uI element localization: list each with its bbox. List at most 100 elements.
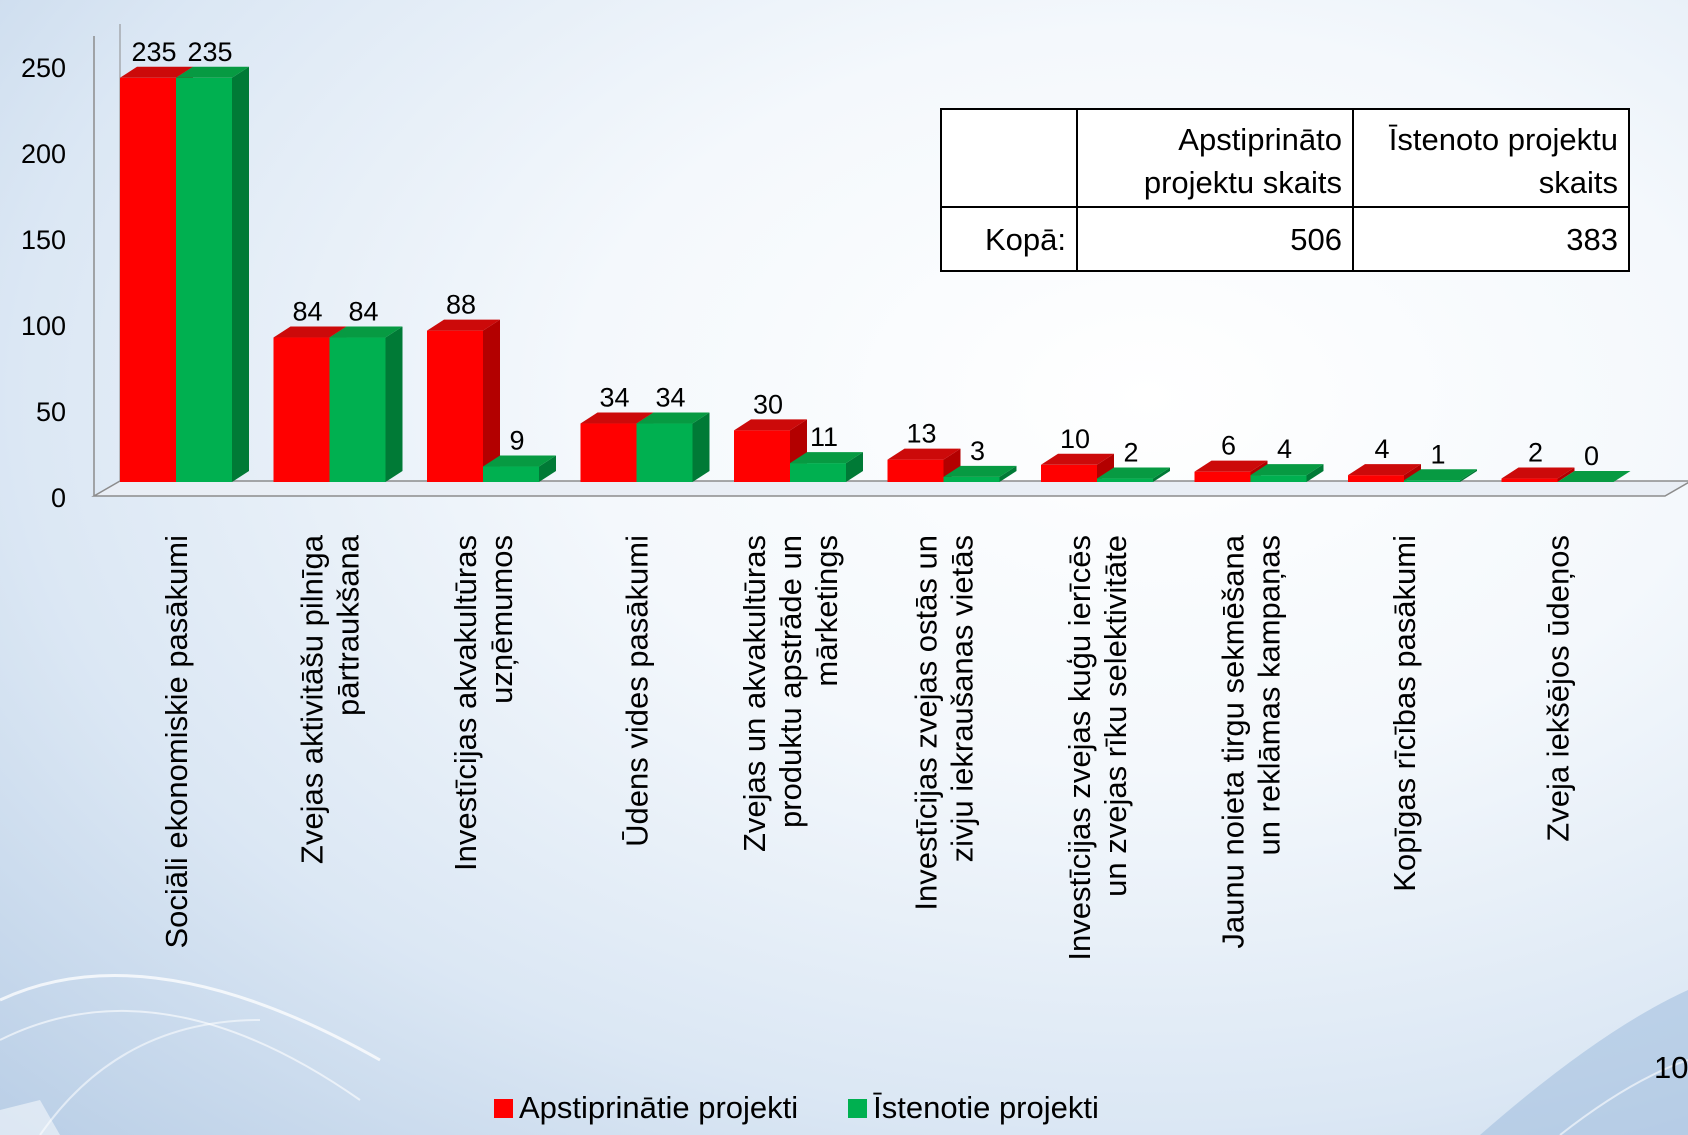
bar-front (1097, 478, 1153, 482)
bar-top (176, 66, 249, 78)
bar-top (483, 455, 556, 467)
bar-front (943, 476, 1000, 482)
bar-front (1250, 475, 1307, 482)
bar-approved (1501, 467, 1575, 482)
data-label-approved: 13 (906, 419, 936, 449)
bar-top (1557, 471, 1631, 482)
bar-front (1194, 471, 1251, 482)
summary-total-row: Kopā: 506 383 (940, 206, 1630, 272)
bar-side (232, 66, 249, 483)
data-label-implemented: 11 (810, 422, 838, 452)
x-category-label-line: pārtraukšana (331, 534, 366, 716)
bar-side (1557, 467, 1575, 482)
bar-side (539, 455, 556, 482)
bar-top (887, 448, 961, 460)
bar-implemented (329, 326, 403, 482)
bar-front (176, 77, 232, 483)
data-label-implemented: 0 (1584, 441, 1599, 471)
x-category-label: Investīcijas akvakultūrasuzņēmumos (448, 535, 519, 871)
bar-front (636, 423, 693, 482)
bar-implemented (790, 452, 863, 482)
data-label-approved: 88 (446, 290, 476, 320)
x-category-label: Kopīgas rīcības pasākumi (1387, 535, 1422, 892)
summary-header-row: Apstiprināto projektu skaits Īstenoto pr… (940, 108, 1630, 208)
bar-front (273, 337, 330, 482)
x-category-label-line: Investīcijas zvejas kuģu ierīcēs (1062, 535, 1097, 961)
summary-header-implemented: Īstenoto projektu skaits (1352, 108, 1630, 208)
data-label-approved: 6 (1221, 431, 1236, 461)
legend-label-approved: Apstiprinātie projekti (519, 1090, 799, 1125)
bar-front (1501, 478, 1558, 482)
bar-front (790, 463, 846, 482)
legend-swatch-approved (494, 1098, 513, 1118)
bar-top (1404, 469, 1477, 481)
bar-approved (734, 419, 807, 482)
summary-table: Apstiprināto projektu skaits Īstenoto pr… (940, 108, 1630, 272)
bar-implemented (636, 412, 710, 482)
bar-front (1348, 475, 1404, 482)
x-category-label-line: un zvejas rīku selektivitāte (1098, 535, 1133, 897)
bar-side (1460, 469, 1477, 482)
data-label-approved: 235 (131, 37, 176, 67)
bar-side (1153, 467, 1170, 482)
summary-header-approved: Apstiprināto projektu skaits (1076, 108, 1354, 208)
bar-front (1041, 464, 1097, 482)
x-category-label-line: Sociāli ekonomiskie pasākumi (159, 535, 194, 949)
data-label-implemented: 9 (509, 426, 524, 456)
bar-implemented (483, 455, 556, 482)
bar-front (734, 430, 790, 482)
bar-side (999, 465, 1017, 482)
y-tick-label: 250 (21, 53, 66, 83)
legend-item-implemented: Īstenotie projekti (848, 1090, 1099, 1126)
bar-top (790, 452, 863, 464)
data-label-approved: 30 (753, 389, 783, 419)
bar-implemented (176, 66, 249, 483)
bar-top (427, 319, 500, 331)
data-label-implemented: 4 (1277, 434, 1292, 464)
legend-swatch-implemented (848, 1098, 868, 1118)
summary-approved-total: 506 (1076, 206, 1354, 272)
summary-row-label: Kopā: (940, 206, 1078, 272)
x-category-label-line: Investīcijas zvejas ostās un (909, 535, 944, 911)
bar-top (1250, 464, 1324, 476)
x-category-label-line: Ūdens vides pasākumi (620, 535, 655, 847)
bar-top (734, 419, 807, 431)
x-category-label-line: Zvejas aktivitāšu pilnīga (295, 534, 330, 864)
bar-top (1501, 467, 1575, 479)
bar-top (1097, 467, 1170, 479)
chart-legend: Apstiprinātie projekti Īstenotie projekt… (494, 1090, 1099, 1126)
y-tick-label: 0 (51, 483, 66, 513)
summary-header-empty (940, 108, 1078, 208)
legend-label-implemented: Īstenotie projekti (873, 1090, 1099, 1125)
x-category-label-line: Zveja iekšējos ūdeņos (1541, 535, 1576, 842)
data-label-approved: 84 (292, 297, 322, 327)
y-tick-label: 100 (21, 311, 66, 341)
x-category-label: Investīcijas zvejas kuģu ierīcēsun zveja… (1062, 535, 1133, 961)
bar-front (580, 423, 637, 482)
bar-front (1404, 480, 1460, 482)
bar-approved (1041, 453, 1114, 482)
x-category-label-line: mārketings (809, 535, 844, 687)
data-label-implemented: 34 (655, 383, 685, 413)
bar-front (887, 459, 944, 482)
bar-front (120, 77, 176, 483)
x-category-label: Jaunu noieta tirgu sekmēšanaun reklāmas … (1216, 534, 1287, 948)
y-tick-label: 50 (36, 397, 66, 427)
bar-side (692, 412, 710, 482)
bar-implemented (1557, 471, 1631, 482)
page-number: 10 (1654, 1050, 1688, 1085)
data-label-approved: 2 (1528, 438, 1543, 468)
data-label-implemented: 1 (1430, 439, 1445, 469)
data-label-approved: 4 (1374, 434, 1389, 464)
data-label-implemented: 2 (1123, 438, 1138, 468)
bar-top (329, 326, 403, 338)
x-category-label: Sociāli ekonomiskie pasākumi (159, 535, 194, 949)
data-label-implemented: 235 (187, 37, 232, 67)
bar-implemented (1404, 469, 1477, 482)
bar-top (943, 465, 1017, 477)
data-label-implemented: 3 (970, 436, 985, 466)
x-category-label-line: Jaunu noieta tirgu sekmēšana (1216, 534, 1251, 948)
bar-top (1041, 453, 1114, 465)
x-category-label-line: uzņēmumos (484, 535, 519, 704)
